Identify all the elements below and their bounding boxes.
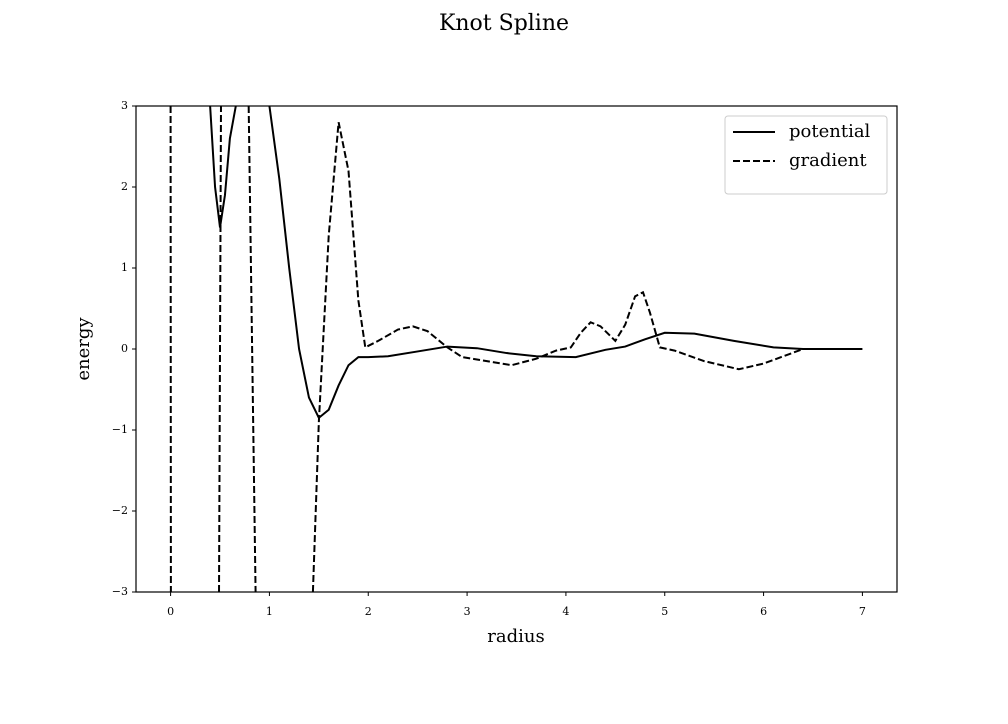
legend: potential gradient [724,115,888,195]
y-tick-label: −3 [112,585,128,598]
x-tick-label: 7 [859,605,866,618]
x-axis-label: radius [487,626,544,647]
y-tick-label: 0 [121,342,128,355]
legend-box [724,115,888,195]
x-tick-label: 2 [365,605,372,618]
x-tick-label: 5 [661,605,668,618]
x-tick-label: 4 [562,605,569,618]
x-tick-label: 1 [266,605,273,618]
legend-label: potential [789,121,871,142]
y-tick-label: −1 [112,423,128,436]
x-tick-label: 6 [760,605,767,618]
y-tick-label: 3 [121,99,128,112]
chart-title: Knot Spline [439,11,569,36]
legend-label: gradient [789,150,867,171]
y-axis-label: energy [73,317,94,381]
x-tick-label: 3 [464,605,471,618]
y-tick-label: 2 [121,180,128,193]
y-tick-label: −2 [112,504,128,517]
line-series [169,106,863,592]
x-tick-label: 0 [167,605,174,618]
y-tick-label: 1 [121,261,128,274]
plot-area [169,106,863,592]
